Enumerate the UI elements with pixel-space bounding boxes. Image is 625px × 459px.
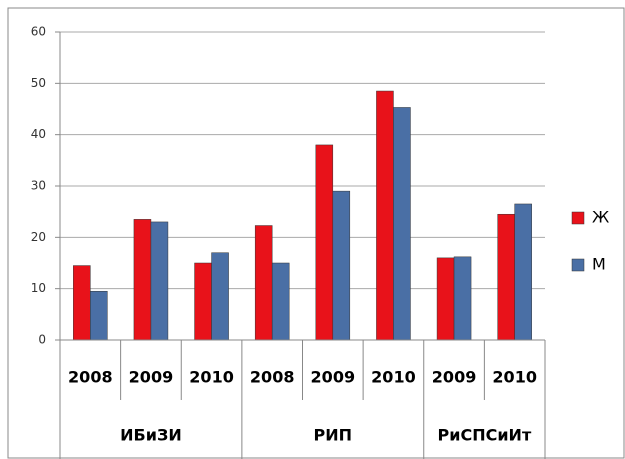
bar bbox=[514, 203, 532, 341]
y-tick-label: 20 bbox=[31, 230, 46, 244]
bar bbox=[90, 290, 108, 341]
y-tick-label: 0 bbox=[38, 333, 46, 347]
bar bbox=[497, 213, 515, 341]
bar bbox=[211, 252, 229, 341]
x-tick-label: 2010 bbox=[371, 368, 416, 387]
x-tick-label: 2010 bbox=[492, 368, 537, 387]
legend-swatch bbox=[571, 211, 585, 225]
bar bbox=[393, 107, 411, 341]
x-tick-label: 2009 bbox=[432, 368, 477, 387]
y-tick-label: 40 bbox=[31, 127, 46, 141]
group-label: ИБиЗИ bbox=[120, 426, 182, 445]
bar bbox=[271, 262, 290, 341]
legend-label: М bbox=[592, 255, 606, 274]
x-tick-label: 2009 bbox=[311, 368, 356, 387]
y-tick-label: 10 bbox=[31, 281, 46, 295]
bar bbox=[73, 265, 91, 341]
x-tick-label: 2008 bbox=[68, 368, 113, 387]
x-tick-label: 2010 bbox=[189, 368, 234, 387]
x-tick-label: 2009 bbox=[129, 368, 174, 387]
y-tick-label: 30 bbox=[31, 179, 46, 193]
bar bbox=[133, 219, 152, 341]
legend-swatch bbox=[571, 258, 585, 272]
y-tick-label: 50 bbox=[31, 76, 46, 90]
x-tick-label: 2008 bbox=[250, 368, 295, 387]
bar bbox=[332, 190, 351, 341]
bar bbox=[436, 257, 455, 341]
legend-label: Ж bbox=[592, 208, 609, 227]
y-tick-label: 60 bbox=[31, 25, 46, 39]
bar bbox=[453, 256, 472, 341]
bar bbox=[194, 262, 212, 341]
group-label: РИП bbox=[314, 426, 353, 445]
group-label: РиСПСиИт bbox=[438, 426, 532, 445]
bar bbox=[376, 90, 394, 341]
bar bbox=[254, 225, 273, 341]
bar bbox=[150, 221, 169, 341]
bar bbox=[315, 144, 334, 341]
